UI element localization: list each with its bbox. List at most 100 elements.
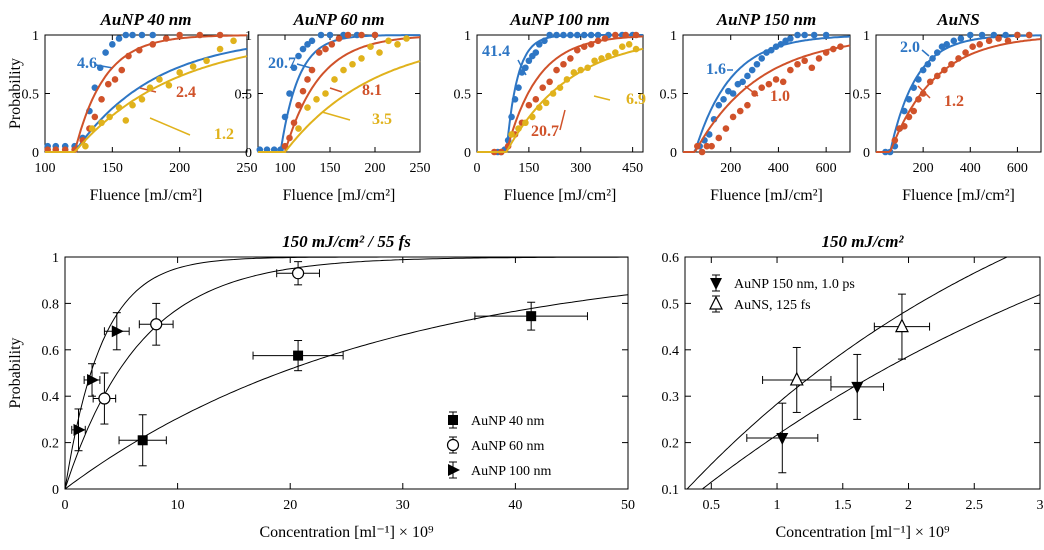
- data-point: [739, 78, 746, 86]
- data-point: [216, 45, 224, 53]
- data-point: [995, 35, 1002, 42]
- data-point: [632, 31, 640, 39]
- y-tick-label: 0: [245, 146, 252, 161]
- data-point: [810, 31, 818, 39]
- y-tick-label: 0.5: [662, 297, 680, 312]
- data-point: [146, 84, 154, 91]
- x-tick-label: 100: [275, 161, 296, 176]
- x-tick-label: 0: [474, 161, 481, 176]
- marker-square: [137, 435, 148, 446]
- data-point: [900, 122, 908, 130]
- marker-square: [526, 311, 537, 322]
- x-tick-label: 0: [62, 498, 69, 513]
- data-point: [304, 104, 311, 111]
- data-point: [929, 55, 936, 62]
- data-point: [794, 31, 801, 39]
- data-point: [553, 31, 560, 39]
- y-tick-label: 0.5: [853, 88, 871, 103]
- label-leader: [95, 64, 114, 69]
- panel-title: AuNP 100 nm: [509, 10, 610, 29]
- data-point: [290, 119, 298, 127]
- data-point: [322, 90, 329, 97]
- data-point: [532, 96, 540, 103]
- x-tick-label: 30: [396, 498, 410, 513]
- x-tick-label: 400: [768, 161, 789, 176]
- data-point: [694, 142, 701, 150]
- data-point: [815, 55, 823, 62]
- series-label: 8.1: [362, 82, 382, 99]
- data-point: [367, 43, 374, 50]
- marker-circle: [291, 267, 305, 280]
- plot-frame: [257, 34, 421, 153]
- data-point: [976, 41, 984, 48]
- data-point: [591, 57, 598, 65]
- fit-curve: [876, 34, 1042, 153]
- data-point: [322, 45, 329, 53]
- marker-triangle-up: [789, 371, 804, 386]
- data-point: [948, 60, 955, 68]
- x-tick-label: 200: [913, 161, 934, 176]
- data-point: [98, 119, 105, 127]
- data-point: [385, 37, 392, 45]
- data-point: [830, 45, 837, 53]
- data-point: [587, 41, 595, 48]
- x-tick-label: 1.5: [834, 498, 852, 513]
- data-point: [546, 78, 553, 86]
- fit-curve: [683, 44, 851, 153]
- data-point: [542, 99, 550, 107]
- data-point: [115, 35, 123, 42]
- y-tick-label: 0.6: [42, 344, 60, 359]
- data-point: [837, 43, 844, 50]
- x-tick-label: 2: [905, 498, 912, 513]
- data-point: [525, 101, 533, 109]
- fit-curve: [701, 294, 1040, 489]
- data-point: [822, 49, 830, 56]
- y-tick-label: 0.5: [22, 88, 40, 103]
- y-tick-label: 0: [464, 146, 471, 161]
- x-tick-label: 250: [410, 161, 431, 176]
- data-point: [281, 113, 289, 121]
- series-label: 1.2: [214, 126, 234, 143]
- x-tick-label: 40: [508, 498, 522, 513]
- data-point: [129, 31, 136, 39]
- data-point: [715, 101, 723, 109]
- data-point: [758, 55, 766, 62]
- data-point: [729, 113, 737, 121]
- data-point: [515, 125, 522, 132]
- fit-curve: [65, 257, 628, 489]
- label-leader: [921, 49, 930, 57]
- data-point: [587, 31, 595, 39]
- fit-curve: [258, 60, 421, 153]
- data-point: [966, 31, 974, 39]
- data-point: [115, 104, 123, 111]
- data-point: [358, 55, 365, 62]
- data-point: [919, 66, 927, 74]
- panel-title: AuNP 60 nm: [292, 10, 384, 29]
- data-point: [594, 37, 602, 45]
- data-point: [560, 31, 567, 39]
- data-point: [129, 101, 136, 109]
- data-point: [577, 66, 585, 74]
- data-point: [304, 41, 311, 48]
- x-tick-label: 200: [720, 161, 741, 176]
- data-point: [535, 104, 543, 111]
- x-tick-label: 600: [816, 161, 837, 176]
- data-point: [612, 49, 619, 56]
- x-tick-label: 150: [320, 161, 341, 176]
- data-point: [632, 45, 640, 53]
- data-point: [340, 66, 347, 74]
- data-point: [933, 49, 941, 56]
- data-point: [203, 57, 210, 65]
- series-label: 1.0: [770, 88, 790, 105]
- label-leader: [559, 109, 566, 131]
- data-point: [176, 31, 183, 39]
- data-point: [926, 78, 934, 86]
- data-point: [546, 31, 553, 39]
- x-axis-label: Fluence [mJ/cm²]: [90, 187, 203, 204]
- plot-frame: [684, 256, 1041, 490]
- data-point: [315, 49, 323, 56]
- y-tick-label: 0.6: [662, 251, 680, 266]
- data-point: [978, 31, 986, 39]
- data-point: [715, 134, 723, 142]
- data-point: [326, 31, 334, 39]
